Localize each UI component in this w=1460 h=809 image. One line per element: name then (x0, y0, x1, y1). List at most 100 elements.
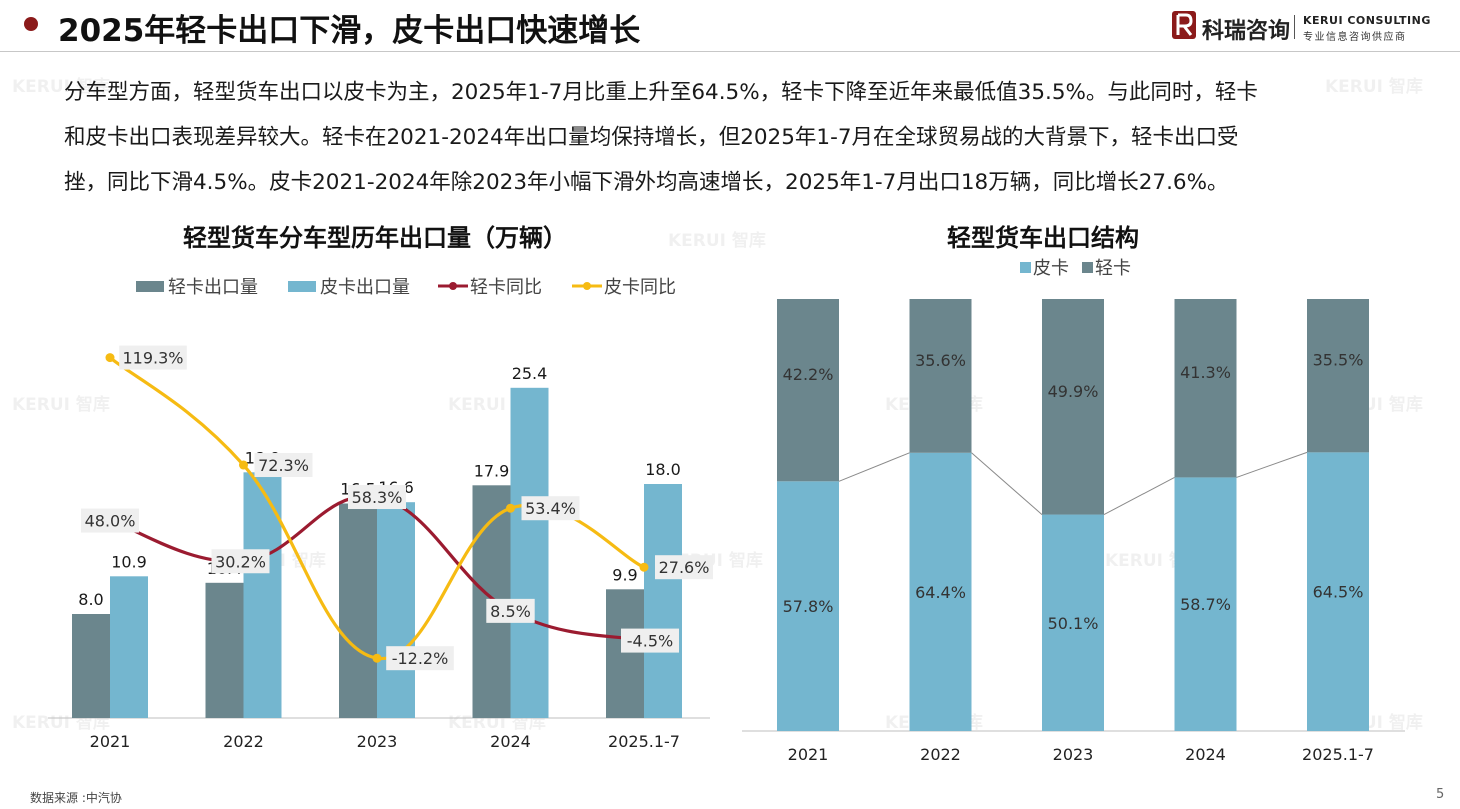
x-tick-label: 2025.1-7 (1302, 745, 1374, 764)
yoy-label-box (81, 508, 139, 533)
chart-title: 轻型货车出口结构 (947, 224, 1139, 252)
light-truck-value-label: 9.9 (612, 565, 637, 584)
legend-label: 皮卡出口量 (320, 277, 410, 298)
x-tick-label: 2021 (90, 732, 131, 751)
logo-name-en: KERUI CONSULTING (1303, 14, 1431, 27)
x-tick-label: 2022 (920, 745, 961, 764)
legend-label: 轻卡 (1095, 258, 1131, 279)
summary-paragraph: 分车型方面，轻型货车出口以皮卡为主，2025年1-7月比重上升至64.5%，轻卡… (64, 70, 1414, 205)
company-logo: 科瑞咨询 KERUI CONSULTING 专业信息咨询供应商 (1172, 9, 1432, 45)
x-tick-label: 2023 (357, 732, 398, 751)
logo-name-cn: 科瑞咨询 (1202, 19, 1291, 44)
light-truck-share-bar (777, 299, 839, 482)
yoy-label-box (386, 646, 454, 671)
yoy-label-box (211, 549, 270, 574)
series-connector-line (1103, 476, 1175, 516)
series-connector-line (971, 452, 1043, 515)
legend-label: 皮卡同比 (604, 277, 676, 298)
pickup-bar (510, 387, 549, 718)
light-truck-share-label: 41.3% (1180, 363, 1231, 382)
pickup-share-bar (1307, 452, 1369, 731)
pickup-share-bar (777, 481, 839, 731)
light-truck-share-bar (1042, 299, 1104, 515)
light-truck-value-label: 17.9 (474, 461, 510, 480)
light-truck-yoy-label: 58.3% (352, 488, 403, 507)
yoy-label-box (621, 628, 679, 653)
pickup-yoy-point (506, 503, 515, 513)
logo-tagline: 专业信息咨询供应商 (1303, 32, 1407, 43)
legend-label: 皮卡 (1033, 258, 1069, 279)
legend-marker (583, 282, 591, 290)
yoy-label-box (348, 485, 406, 510)
light-truck-yoy-label: -4.5% (627, 632, 673, 651)
pickup-bar (644, 484, 682, 718)
pickup-value-label: 25.4 (512, 364, 548, 383)
yoy-label-box (655, 555, 713, 580)
pickup-share-label: 58.7% (1180, 595, 1231, 614)
logo-divider (1294, 15, 1295, 39)
light-truck-share-label: 35.6% (915, 351, 966, 370)
pickup-bar (377, 502, 415, 718)
pickup-share-bar (909, 452, 972, 731)
light-truck-yoy-label: 30.2% (215, 552, 266, 571)
pickup-share-label: 64.5% (1313, 583, 1364, 602)
pickup-share-bar (1174, 477, 1237, 731)
legend-swatch (1082, 262, 1093, 273)
light-truck-bar (205, 582, 244, 718)
light-truck-share-bar (1307, 299, 1369, 453)
x-tick-label: 2025.1-7 (608, 732, 680, 751)
pickup-yoy-point (239, 460, 248, 470)
chart-title: 轻型货车分车型历年出口量（万辆） (183, 224, 567, 252)
paragraph-line: 挫，同比下滑4.5%。皮卡2021-2024年除2023年小幅下滑外均高速增长，… (64, 170, 1229, 195)
yoy-label-box (486, 598, 535, 623)
x-tick-label: 2022 (223, 732, 264, 751)
light-truck-yoy-label: 8.5% (490, 602, 531, 621)
page-title: 2025年轻卡出口下滑，皮卡出口快速增长 (58, 13, 641, 49)
legend-swatch (288, 281, 316, 292)
pickup-yoy-label: 27.6% (659, 558, 710, 577)
light-truck-share-label: 35.5% (1313, 351, 1364, 370)
pickup-yoy-point (639, 562, 649, 572)
pickup-yoy-label: -12.2% (392, 649, 449, 668)
legend-swatch (1020, 262, 1031, 273)
pickup-share-label: 64.4% (915, 583, 966, 602)
header-rule (0, 51, 1460, 52)
x-tick-label: 2024 (1185, 745, 1226, 764)
light-truck-value-label: 8.0 (78, 590, 103, 609)
paragraph-line: 分车型方面，轻型货车出口以皮卡为主，2025年1-7月比重上升至64.5%，轻卡… (64, 80, 1258, 105)
light-truck-share-bar (909, 299, 972, 453)
pickup-yoy-point (105, 353, 115, 363)
legend-swatch (136, 281, 164, 292)
page-number: 5 (1436, 787, 1445, 802)
pickup-yoy-point (372, 653, 382, 663)
legend-label: 轻卡出口量 (168, 277, 258, 298)
paragraph-line: 和皮卡出口表现差异较大。轻卡在2021-2024年出口量均保持增长，但2025年… (64, 125, 1239, 150)
light-truck-share-bar (1174, 299, 1237, 478)
pickup-yoy-label: 53.4% (525, 499, 576, 518)
yoy-label-box (521, 496, 580, 521)
data-source: 数据来源 :中汽协 (30, 791, 122, 805)
light-truck-bar (72, 614, 110, 718)
pickup-yoy-label: 119.3% (122, 349, 183, 368)
pickup-share-label: 50.1% (1048, 614, 1099, 633)
title-bullet (24, 17, 38, 31)
pickup-share-label: 57.8% (783, 597, 834, 616)
pickup-yoy-label: 72.3% (258, 456, 309, 475)
light-truck-yoy-label: 48.0% (85, 512, 136, 531)
legend-marker (449, 282, 457, 290)
x-tick-label: 2023 (1053, 745, 1094, 764)
header: 2025年轻卡出口下滑，皮卡出口快速增长 科瑞咨询 KERUI CONSULTI… (0, 0, 1460, 52)
light-truck-bar (339, 503, 377, 718)
light-truck-bar (606, 589, 644, 718)
x-tick-label: 2021 (788, 745, 829, 764)
logo-mark-icon (1172, 11, 1196, 39)
x-tick-label: 2024 (490, 732, 531, 751)
pickup-value-label: 18.0 (645, 460, 681, 479)
pickup-value-label: 10.9 (111, 552, 147, 571)
yoy-label-box (254, 453, 313, 478)
series-connector-line (1236, 451, 1308, 478)
series-connector-line (838, 452, 910, 482)
legend-label: 轻卡同比 (470, 277, 542, 298)
